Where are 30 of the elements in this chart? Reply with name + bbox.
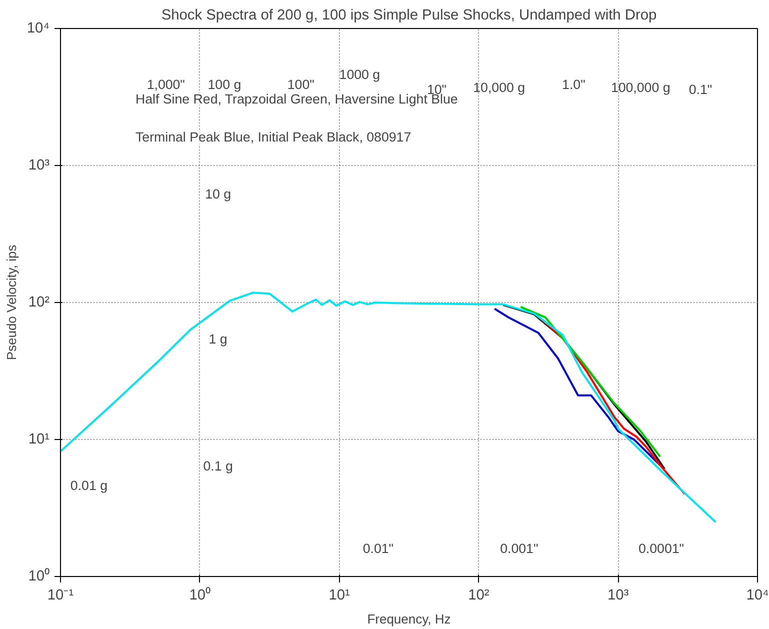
x-axis-title: Frequency, Hz (367, 612, 451, 626)
annotation: 0.01 g (70, 478, 108, 494)
annotation: 10,000 g (473, 80, 526, 96)
x-tick-label: 10¹ (328, 588, 350, 604)
y-tick-label: 10⁰ (28, 568, 50, 584)
x-tick-label: 10³ (608, 588, 629, 604)
annotation: 0.001" (500, 541, 538, 556)
x-tick-label: 10⁻¹ (47, 588, 74, 604)
annotation: 0.0001" (638, 541, 684, 556)
annotation: 0.01" (362, 541, 394, 556)
y-tick-label: 10³ (28, 158, 50, 174)
y-tick-label: 10¹ (28, 432, 50, 448)
annotation: 1 g (208, 332, 228, 347)
annotation: 0.1" (688, 82, 712, 97)
annotation: Terminal Peak Blue, Initial Peak Black, 080917 (136, 130, 412, 144)
y-axis-title: Pseudo Velocity, ips (4, 244, 19, 360)
annotation: 1.0" (562, 77, 586, 92)
annotation: 0.1 g (203, 458, 233, 474)
y-tick-label: 10² (28, 294, 50, 310)
annotation: 1,000" (146, 77, 186, 92)
annotation: 1000 g (339, 67, 380, 82)
annotation: 100 g (208, 77, 242, 92)
y-tick-label: 10⁴ (26, 20, 50, 36)
x-tick-label: 10⁰ (189, 586, 211, 604)
x-tick-label: 10⁴ (746, 588, 769, 604)
annotation: 100" (287, 77, 315, 92)
chart-title: Shock Spectra of 200 g, 100 ips Simple Pulse Shocks, Undamped with Drop (161, 8, 657, 24)
x-tick-label: 10² (468, 588, 490, 604)
annotation: 10 g (205, 186, 232, 202)
annotation: 100,000 g (610, 80, 670, 96)
